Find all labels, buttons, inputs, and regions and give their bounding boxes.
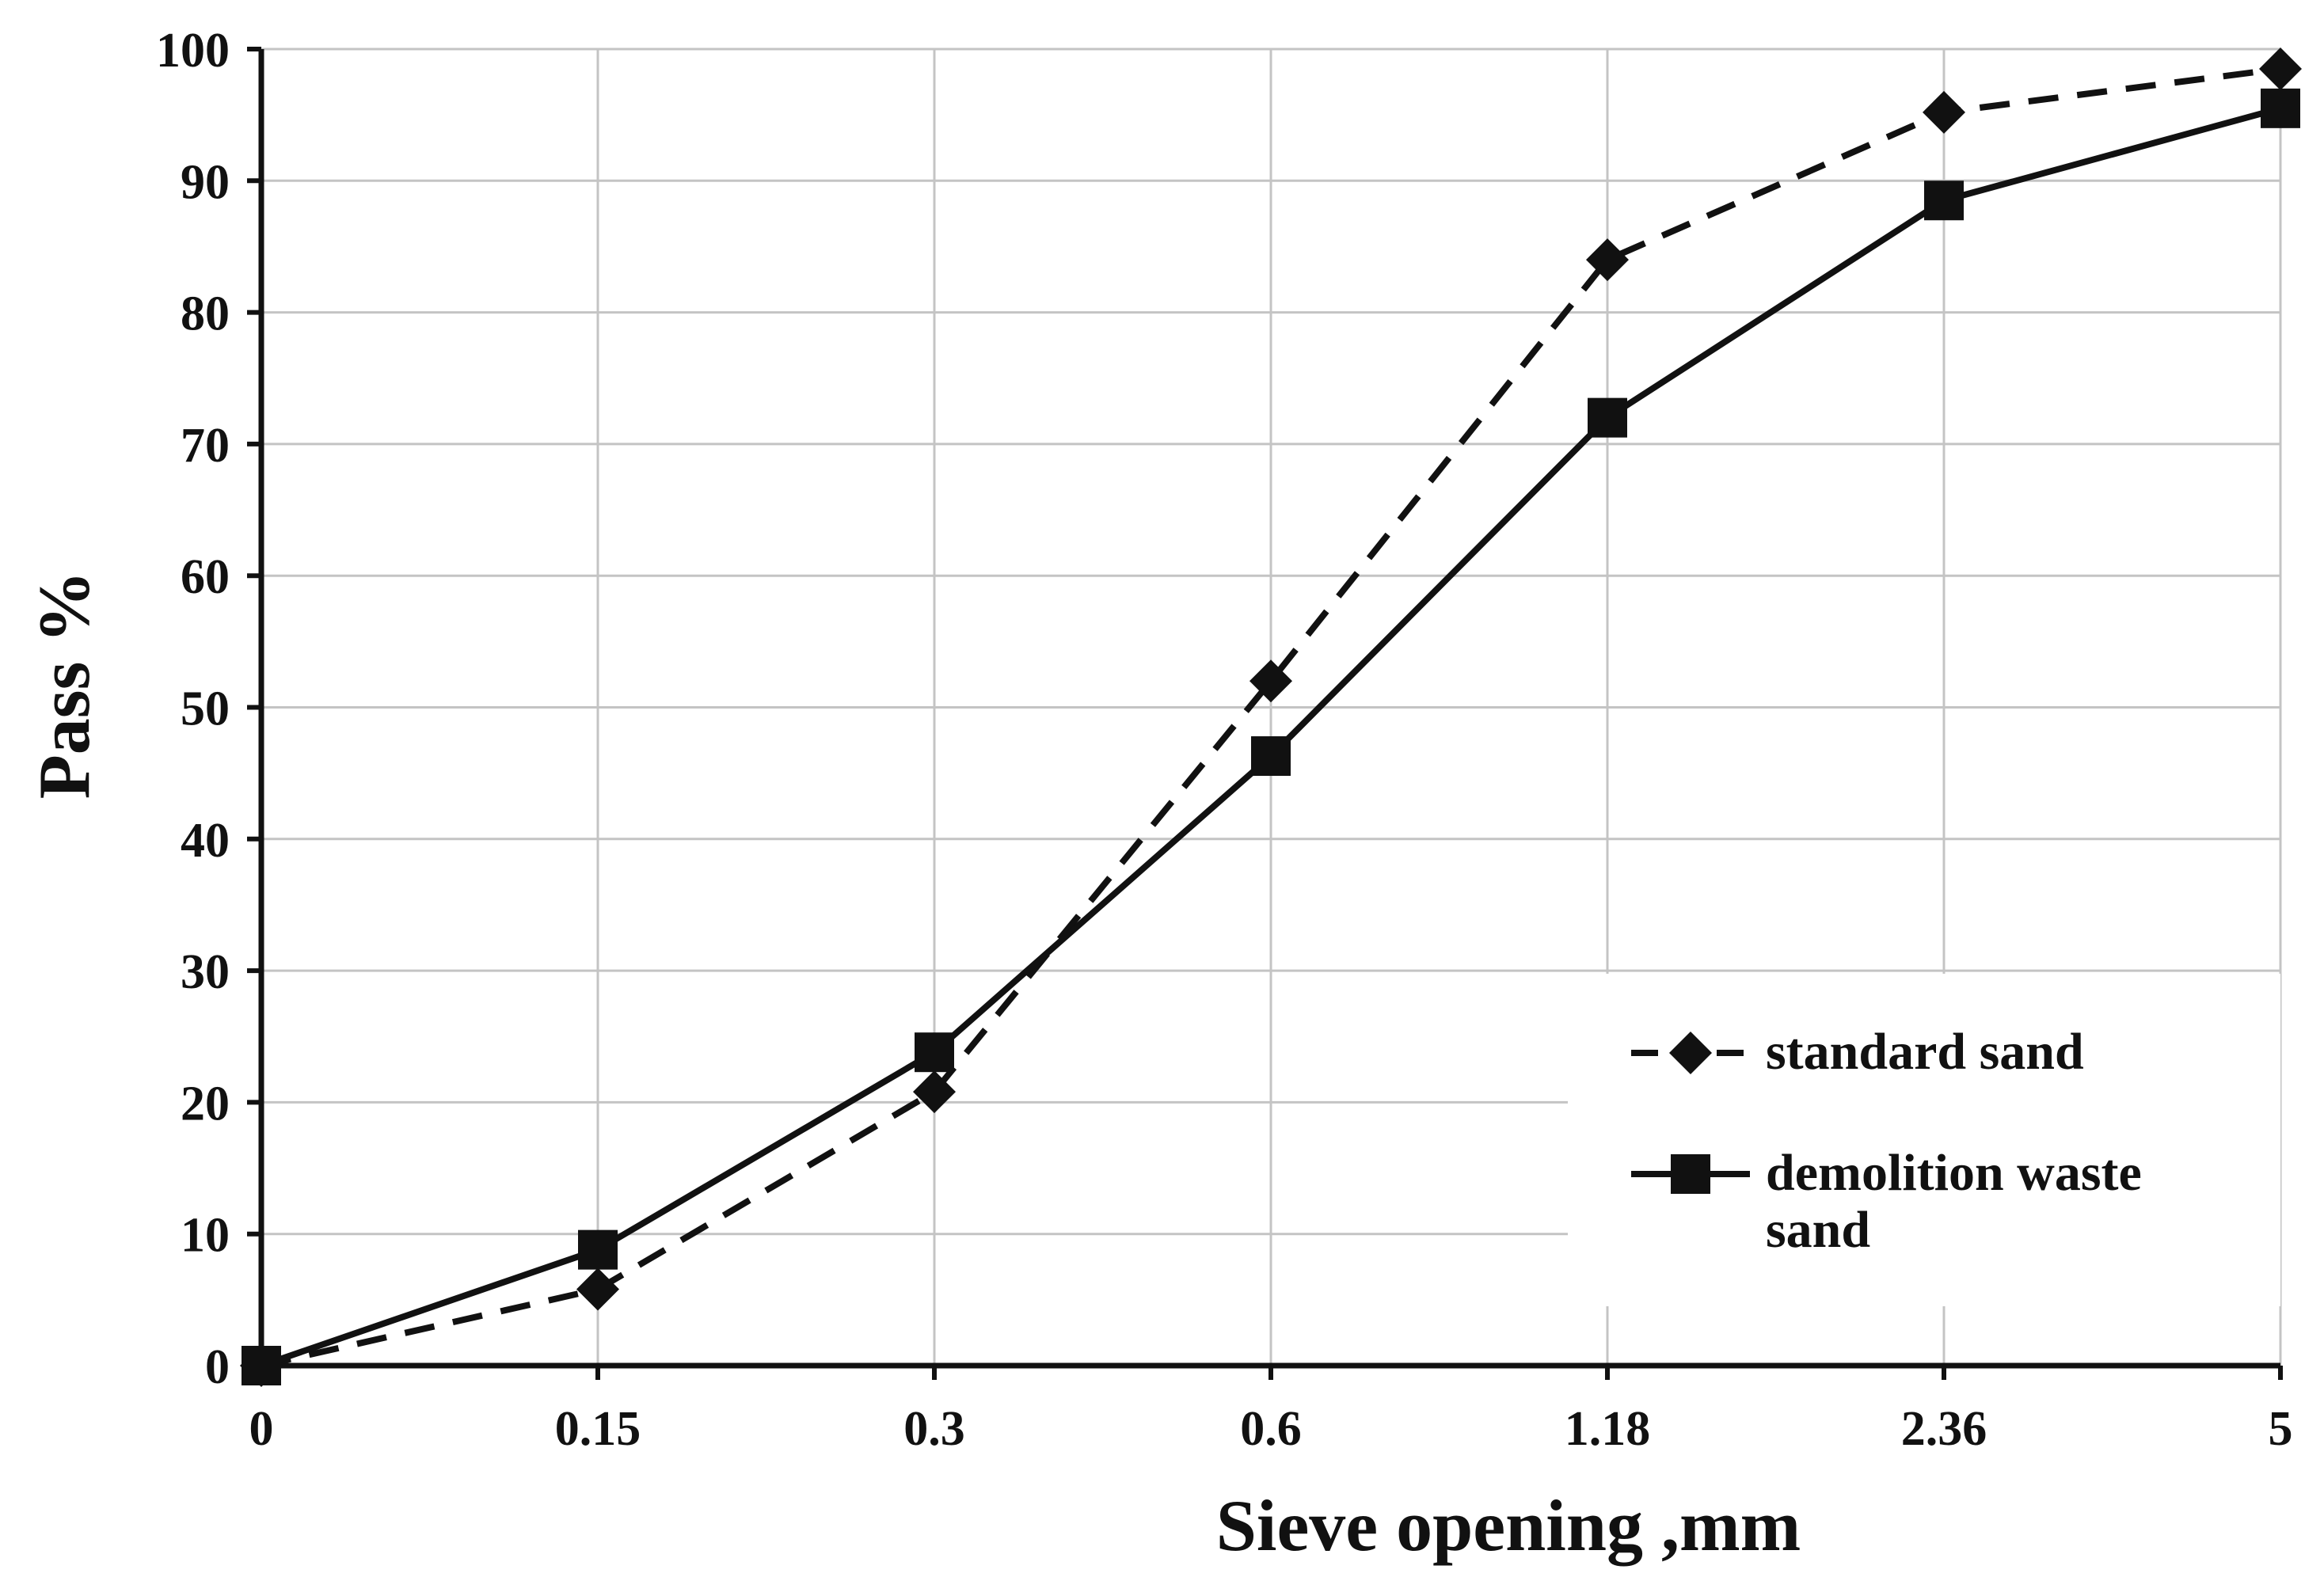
data-point-demolition-waste-sand bbox=[242, 1346, 281, 1385]
y-tick-label: 40 bbox=[181, 814, 230, 868]
data-point-demolition-waste-sand bbox=[1251, 736, 1291, 777]
data-point-standard-sand bbox=[913, 1070, 956, 1114]
y-tick-label: 50 bbox=[181, 682, 230, 736]
y-tick-label: 100 bbox=[156, 24, 230, 78]
x-axis-title: Sieve opening ,mm bbox=[1216, 1485, 1801, 1566]
x-tick-label: 0 bbox=[249, 1402, 274, 1456]
legend-label-0: standard sand bbox=[1766, 1023, 2084, 1081]
data-point-standard-sand bbox=[1586, 238, 1629, 282]
legend-label-line: standard sand bbox=[1766, 1023, 2084, 1081]
legend-box bbox=[1568, 974, 2280, 1306]
data-point-standard-sand bbox=[1249, 659, 1292, 703]
y-tick-label: 0 bbox=[205, 1340, 230, 1394]
legend-label-line: sand bbox=[1766, 1201, 1870, 1259]
y-tick-label: 20 bbox=[181, 1077, 230, 1130]
y-tick-label: 30 bbox=[181, 945, 230, 999]
data-point-standard-sand bbox=[2259, 47, 2302, 90]
y-axis-title: Pass % bbox=[24, 571, 105, 800]
y-tick-label: 10 bbox=[181, 1209, 230, 1263]
legend-marker-0 bbox=[1669, 1032, 1712, 1074]
y-tick-label: 70 bbox=[181, 419, 230, 473]
data-point-demolition-waste-sand bbox=[915, 1032, 954, 1073]
data-point-demolition-waste-sand bbox=[2261, 88, 2300, 128]
data-point-demolition-waste-sand bbox=[578, 1229, 618, 1270]
x-tick-label: 0.6 bbox=[1240, 1402, 1302, 1456]
data-point-demolition-waste-sand bbox=[1588, 397, 1627, 438]
legend-marker-1 bbox=[1671, 1154, 1710, 1194]
x-tick-label: 1.18 bbox=[1565, 1402, 1651, 1456]
x-tick-label: 0.15 bbox=[555, 1402, 641, 1456]
legend: standard sand demolition waste sand bbox=[1568, 974, 2280, 1306]
tick-labels: 0 10 20 30 40 50 60 70 80 90 100 0 0.15 0.3 0.6 1.18 2.3… bbox=[156, 24, 2293, 1456]
legend-label-line: demolition waste bbox=[1766, 1144, 2142, 1202]
data-point-standard-sand bbox=[1923, 90, 1965, 134]
axes bbox=[247, 47, 2283, 1380]
legend-label-1: demolition waste sand bbox=[1766, 1144, 2142, 1259]
y-tick-label: 80 bbox=[181, 287, 230, 341]
x-tick-label: 5 bbox=[2269, 1402, 2293, 1456]
y-tick-label: 60 bbox=[181, 550, 230, 604]
y-tick-label: 90 bbox=[181, 155, 230, 209]
x-tick-label: 2.36 bbox=[1901, 1402, 1987, 1456]
series bbox=[240, 47, 2302, 1387]
data-point-demolition-waste-sand bbox=[1924, 180, 1964, 221]
data-point-standard-sand bbox=[576, 1267, 619, 1311]
x-tick-label: 0.3 bbox=[903, 1402, 965, 1456]
